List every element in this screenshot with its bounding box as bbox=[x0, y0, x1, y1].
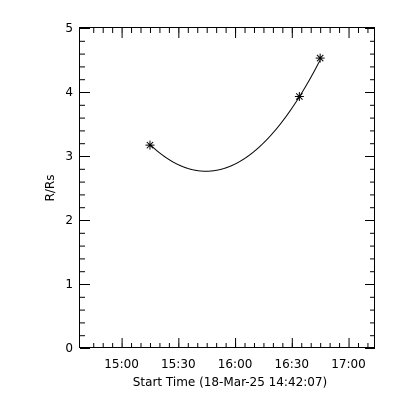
x-tick-label-0: 15:00 bbox=[104, 357, 139, 371]
data-point-1 bbox=[294, 91, 304, 101]
y-axis-ticks bbox=[80, 28, 375, 349]
plot-frame bbox=[79, 27, 375, 348]
y-tick-label-4: 4 bbox=[65, 85, 73, 99]
data-point-markers bbox=[145, 53, 325, 150]
y-tick-label-1: 1 bbox=[65, 277, 73, 291]
y-tick-label-2: 2 bbox=[65, 213, 73, 227]
data-point-2 bbox=[315, 53, 325, 63]
y-tick-label-0: 0 bbox=[65, 341, 73, 355]
asterisk-stroke bbox=[146, 141, 154, 149]
y-axis-tick-labels: 0 1 2 3 4 5 bbox=[65, 21, 73, 355]
x-tick-label-4: 17:00 bbox=[331, 357, 366, 371]
x-tick-label-2: 16:00 bbox=[218, 357, 253, 371]
y-axis-label: R/Rs bbox=[43, 175, 57, 202]
asterisk-stroke bbox=[295, 92, 303, 101]
x-axis-label: Start Time (18-Mar-25 14:42:07) bbox=[133, 375, 327, 389]
asterisk-stroke bbox=[316, 54, 324, 62]
x-axis-tick-labels: 15:00 15:30 16:00 16:30 17:00 bbox=[104, 357, 366, 371]
y-tick-label-5: 5 bbox=[65, 21, 73, 35]
x-tick-label-3: 16:30 bbox=[274, 357, 309, 371]
x-tick-label-1: 15:30 bbox=[161, 357, 196, 371]
x-axis-ticks bbox=[93, 28, 369, 348]
data-point-0 bbox=[145, 140, 155, 150]
y-tick-label-3: 3 bbox=[65, 149, 73, 163]
fit-curve-line bbox=[149, 59, 321, 172]
